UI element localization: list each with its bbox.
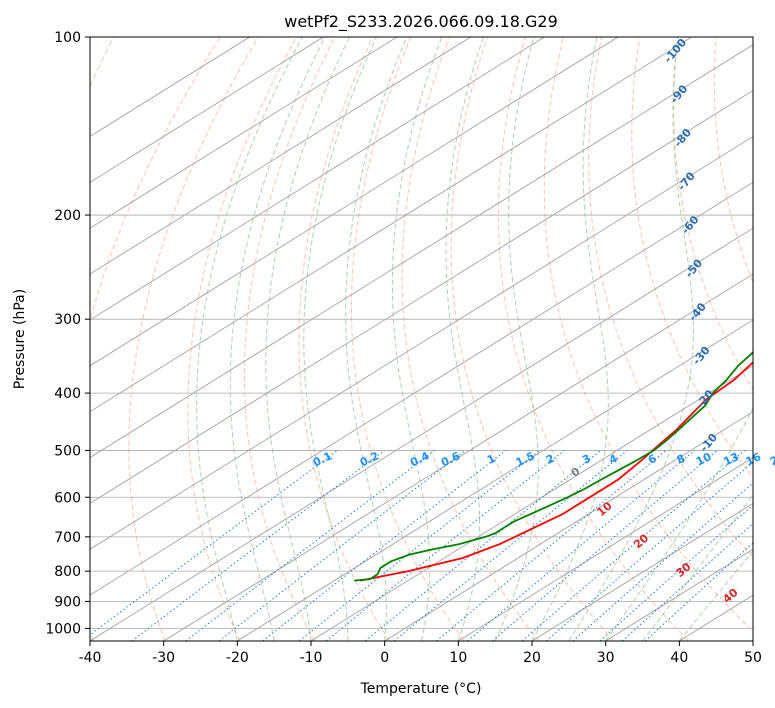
isotherm-line bbox=[237, 319, 753, 641]
isotherm-line bbox=[90, 37, 619, 367]
dry-adiabat-line bbox=[673, 37, 753, 391]
isotherm-line bbox=[163, 273, 753, 641]
mixing-ratio-label: 13 bbox=[722, 450, 741, 468]
moist-adiabat-line bbox=[391, 37, 443, 641]
isotherm-line bbox=[90, 181, 753, 596]
x-tick-label: -40 bbox=[79, 650, 102, 666]
mixing-ratio-label: 20 bbox=[768, 450, 775, 468]
moist-adiabat-line bbox=[345, 37, 408, 641]
mixing-ratio-line bbox=[622, 522, 753, 641]
dry-adiabat-line bbox=[713, 37, 753, 284]
mixing-ratio-line bbox=[364, 450, 601, 641]
axis-ticks: -40 -30 -20 -10 0 10 20 30 40 50 100 200 300 400 500 60… bbox=[45, 30, 762, 666]
x-tick-label: 0 bbox=[380, 650, 389, 666]
mixing-ratio-line bbox=[491, 450, 718, 641]
mixing-ratio-label: 16 bbox=[744, 450, 764, 468]
y-tick-label: 700 bbox=[54, 530, 81, 546]
dewpoint-profile-line bbox=[354, 351, 753, 582]
mixing-ratio-line bbox=[131, 450, 385, 641]
x-tick-label: -30 bbox=[152, 650, 175, 666]
moist-adiabat-line bbox=[494, 37, 539, 641]
y-tick-label: 600 bbox=[54, 490, 81, 506]
isotherm-line bbox=[90, 227, 753, 641]
mixing-ratio-label: 10 bbox=[694, 450, 714, 468]
mixing-ratio-line bbox=[218, 450, 466, 641]
moist-adiabat-line bbox=[229, 37, 326, 641]
x-tick-label: 30 bbox=[597, 650, 615, 666]
background-lines bbox=[90, 37, 753, 641]
mixing-ratio-line bbox=[298, 450, 540, 641]
x-tick-label: -20 bbox=[226, 650, 249, 666]
mixing-ratio-line bbox=[325, 450, 565, 641]
isotherm-line bbox=[384, 411, 753, 641]
dry-adiabat-line bbox=[497, 37, 689, 641]
moist-adiabat-line bbox=[196, 37, 303, 641]
isotherm-line bbox=[90, 37, 324, 183]
dry-adiabat-line bbox=[543, 37, 753, 633]
isotherm-line bbox=[90, 44, 753, 458]
dry-adiabat-line bbox=[187, 37, 297, 641]
mixing-ratio-line bbox=[467, 450, 695, 641]
isotherm-line bbox=[90, 37, 471, 275]
x-tick-label: 50 bbox=[744, 650, 762, 666]
y-tick-label: 100 bbox=[54, 30, 81, 46]
x-tick-label: 40 bbox=[670, 650, 688, 666]
y-tick-label: 800 bbox=[54, 564, 81, 580]
dry-adiabat-line bbox=[588, 37, 753, 559]
profile-lines bbox=[354, 351, 753, 582]
chart-title: wetPf2_S233.2026.066.09.18.G29 bbox=[284, 12, 558, 32]
mixing-ratio-line bbox=[545, 461, 753, 641]
isotherm-line bbox=[458, 457, 753, 641]
dry-adiabat-line bbox=[128, 37, 259, 641]
moist-adiabat-line bbox=[303, 37, 377, 641]
dry-adiabat-line bbox=[351, 37, 465, 641]
isotherm-line bbox=[90, 90, 753, 504]
y-tick-label: 900 bbox=[54, 594, 81, 610]
moist-adiabat-line bbox=[531, 37, 609, 641]
x-tick-label: 10 bbox=[449, 650, 467, 666]
x-tick-label: 20 bbox=[523, 650, 541, 666]
mixing-ratio-line bbox=[599, 504, 753, 641]
plot-frame bbox=[89, 36, 754, 642]
dry-adiabat-line bbox=[244, 37, 336, 641]
moist-adiabat-line bbox=[445, 37, 484, 641]
y-axis-label: Pressure (hPa) bbox=[12, 289, 28, 389]
x-tick-label: -10 bbox=[300, 650, 323, 666]
isotherm-line bbox=[90, 37, 692, 413]
isotherm-line bbox=[531, 502, 753, 641]
dry-adiabat-line bbox=[298, 37, 390, 641]
isotherm-line bbox=[90, 135, 753, 550]
y-tick-label: 400 bbox=[54, 386, 81, 402]
y-tick-label: 200 bbox=[54, 208, 81, 224]
temperature-profile-line bbox=[359, 361, 753, 582]
moist-adiabat-line bbox=[642, 493, 753, 641]
dry-adiabat-line bbox=[450, 37, 614, 641]
y-tick-label: 1000 bbox=[45, 621, 81, 637]
dry-adiabat-line bbox=[631, 37, 753, 479]
x-axis-label: Temperature (°C) bbox=[360, 681, 482, 697]
moist-adiabat-line bbox=[605, 406, 753, 641]
y-tick-label: 500 bbox=[54, 443, 81, 459]
isotherm-line bbox=[90, 37, 398, 229]
isotherm-line bbox=[90, 37, 545, 321]
mixing-ratio-line bbox=[436, 450, 667, 641]
y-tick-label: 300 bbox=[54, 312, 81, 328]
